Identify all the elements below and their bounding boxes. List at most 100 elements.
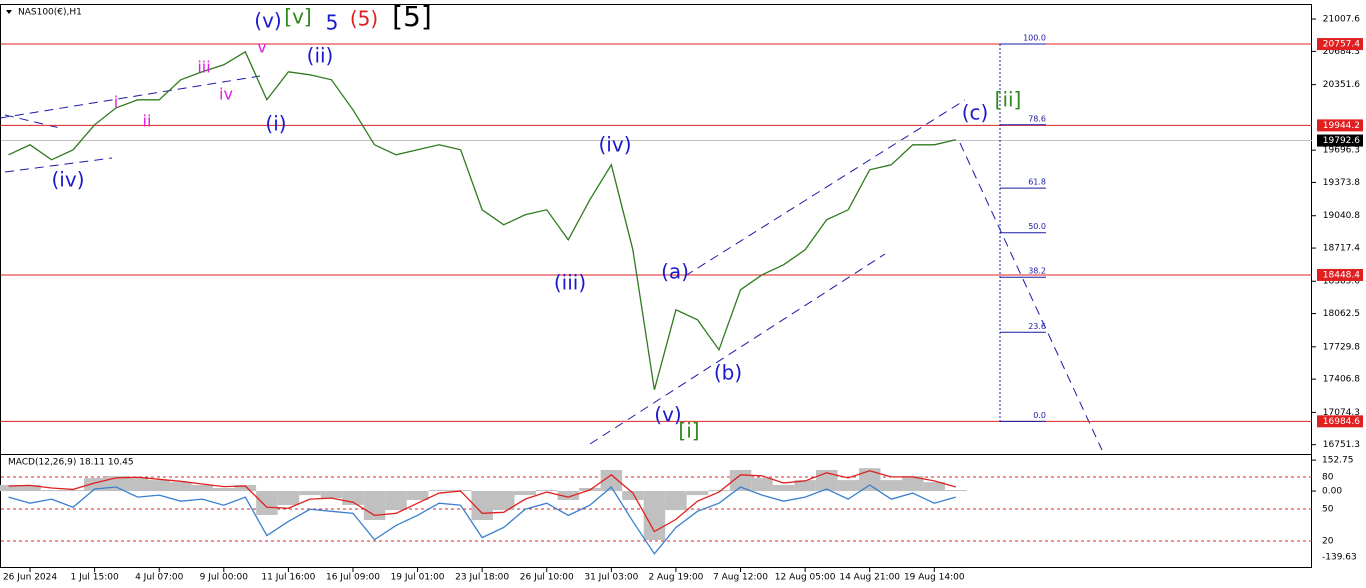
y-tick-label: 18717.4: [1323, 244, 1360, 254]
y-tick-label: 16751.3: [1323, 440, 1360, 450]
x-tick-label: 12 Aug 05:00: [775, 573, 836, 583]
macd-bar: [880, 480, 903, 492]
macd-bar: [643, 491, 666, 541]
x-tick-label: 19 Aug 14:00: [904, 573, 965, 583]
wave-label: [5]: [392, 0, 432, 33]
macd-level-label: 80: [1322, 473, 1334, 483]
level-label: 18448.4: [1323, 270, 1360, 280]
macd-bar: [686, 491, 709, 496]
y-tick-label: 18062.5: [1323, 309, 1360, 319]
level-label: 20757.4: [1323, 40, 1360, 50]
macd-frame: [0, 454, 1312, 568]
macd-bar: [40, 490, 63, 492]
macd-bar: [213, 488, 235, 492]
level-tag: [1317, 415, 1363, 428]
macd-title: MACD(12,26,9) 18.11 10.45: [8, 458, 134, 468]
wave-label: 5: [326, 11, 339, 35]
macd-bar: [406, 491, 429, 500]
x-tick-label: 23 Jul 18:00: [455, 573, 509, 583]
macd-bar: [428, 490, 450, 492]
macd-tick-label: 0.00: [1322, 487, 1342, 497]
chart-title: NAS100(€),H1: [18, 8, 82, 18]
macd-bar: [320, 491, 343, 499]
wave-label: [v]: [284, 5, 311, 29]
fib-label: 50.0: [1028, 222, 1046, 231]
macd-bar: [536, 490, 558, 492]
fib-label: 78.6: [1028, 114, 1046, 123]
macd-bar: [492, 491, 515, 511]
x-tick-label: 26 Jul 10:00: [520, 573, 574, 583]
macd-bar: [902, 476, 924, 492]
wave-label: (a): [661, 260, 689, 284]
x-tick-label: 7 Aug 12:00: [713, 573, 768, 583]
wave-label: v: [257, 38, 266, 57]
macd-bar: [772, 484, 795, 492]
macd-bar: [170, 482, 192, 492]
macd-bar: [299, 491, 321, 496]
macd-level-label: 20: [1322, 537, 1334, 547]
wave-label: (b): [714, 361, 742, 385]
x-tick-label: 26 Jun 2024: [3, 573, 57, 583]
macd-bar: [945, 490, 967, 492]
macd-bar: [837, 480, 859, 492]
x-tick-label: 4 Jul 07:00: [135, 573, 184, 583]
macd-bar: [126, 478, 149, 492]
macd-bar: [751, 478, 773, 492]
trend-lines: [0, 75, 1103, 451]
level-tag: [1317, 38, 1363, 51]
x-tick-label: 11 Jul 16:00: [261, 573, 315, 583]
wave-label: ii: [143, 112, 152, 131]
macd-bar: [277, 491, 300, 506]
macd-bar: [923, 482, 946, 492]
wave-label: iv: [219, 85, 233, 104]
macd-bar: [191, 484, 214, 492]
y-tick-label: 19373.8: [1323, 178, 1360, 188]
y-tick-label: 17074.3: [1323, 408, 1360, 418]
fib-label: 23.6: [1028, 322, 1046, 331]
macd-bar: [256, 491, 278, 515]
wave-label: (5): [350, 7, 378, 31]
macd-bar: [62, 490, 84, 492]
wave-label: (iv): [599, 133, 632, 157]
wave-label: (i): [265, 112, 286, 136]
macd-line: [8, 470, 956, 533]
menu-arrow: [6, 10, 12, 14]
y-tick-label: 18385.6: [1323, 277, 1360, 287]
level-tag: [1317, 268, 1363, 281]
wave-label: (iv): [52, 168, 85, 192]
y-tick-label: 20684.3: [1323, 47, 1360, 57]
macd-bar: [622, 491, 644, 500]
fib-label: 38.2: [1028, 267, 1046, 276]
wave-label: (v): [254, 9, 281, 33]
macd-bar: [859, 468, 881, 492]
fib-label: 100.0: [1023, 34, 1046, 43]
macd-bar: [19, 484, 41, 492]
macd-line: [8, 484, 956, 555]
macd-bar: [514, 491, 537, 496]
y-tick-label: 17406.8: [1323, 375, 1360, 385]
wave-label: i: [114, 93, 118, 112]
macd-bar: [234, 484, 257, 492]
macd-level-label: 50: [1322, 505, 1334, 515]
current-price: 19792.6: [1323, 136, 1360, 146]
wave-label: (ii): [307, 44, 334, 68]
y-tick-label: 17729.8: [1323, 342, 1360, 352]
wave-label: (v): [654, 403, 681, 427]
macd-bar: [557, 491, 580, 500]
x-tick-label: 14 Aug 21:00: [839, 573, 900, 583]
fib-label: 61.8: [1028, 178, 1046, 187]
wave-label: [ii]: [995, 88, 1022, 112]
macd-bar: [385, 491, 407, 511]
level-label: 16984.6: [1323, 417, 1360, 427]
x-tick-label: 9 Jul 00:00: [200, 573, 249, 583]
wave-label: iii: [197, 58, 210, 77]
x-tick-label: 19 Jul 01:00: [391, 573, 445, 583]
macd-level-label: -139.63: [1322, 553, 1357, 563]
macd-bar: [148, 480, 171, 492]
macd-bar: [708, 490, 730, 492]
y-tick-label: 19040.8: [1323, 211, 1360, 221]
wave-label: [i]: [678, 419, 699, 443]
macd-tick-label: 152.75: [1322, 456, 1354, 466]
x-tick-label: 2 Aug 19:00: [648, 573, 703, 583]
